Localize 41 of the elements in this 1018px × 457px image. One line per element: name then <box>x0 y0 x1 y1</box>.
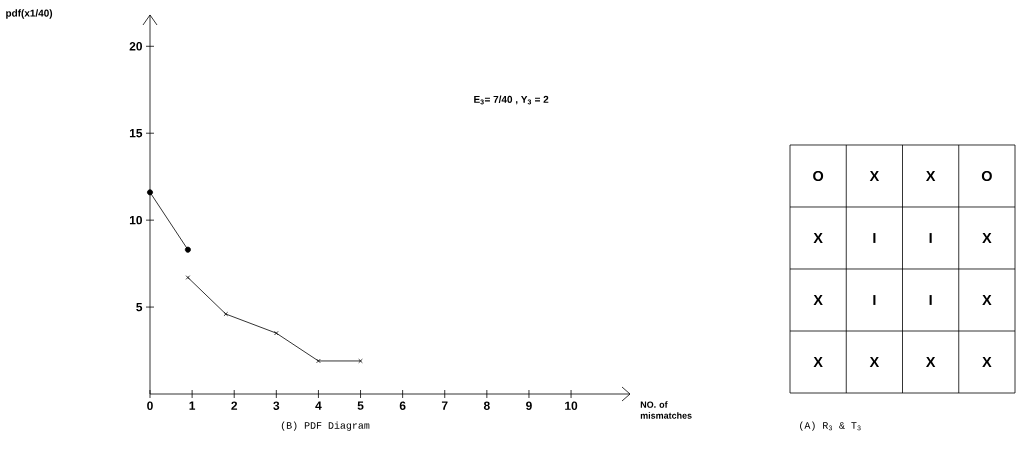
x-tick-label: 8 <box>483 401 490 410</box>
point <box>316 358 321 364</box>
x-tick-label: 6 <box>399 401 406 410</box>
text: X <box>813 357 823 367</box>
x-tick-label: 5 <box>357 401 364 410</box>
text: I <box>929 295 932 305</box>
text: I <box>873 233 876 243</box>
x-tick-label: 2 <box>231 401 238 410</box>
x-tick-label: 3 <box>273 401 280 410</box>
y-tick-label: 10 <box>129 215 142 225</box>
point <box>223 311 229 317</box>
x-tick-label: 7 <box>441 401 448 410</box>
text: I <box>873 295 876 305</box>
text: X <box>813 233 823 243</box>
text: O <box>981 170 992 182</box>
y-tick-label: 5 <box>136 302 143 312</box>
text: I <box>929 233 932 243</box>
y-tick-label: 15 <box>129 129 143 138</box>
point <box>274 330 279 336</box>
x-tick-label: 1 <box>189 401 196 410</box>
x-tick-label: 10 <box>565 401 578 410</box>
text: X <box>982 295 992 305</box>
point <box>184 246 191 253</box>
text: X <box>925 171 936 181</box>
text: X <box>925 357 936 367</box>
x-tick-label: 4 <box>315 401 322 410</box>
x-tick-label: 9 <box>526 401 532 410</box>
text: X <box>869 171 880 181</box>
annotation: E$_{3}$= 7/40 , Y$_{3}$ = 2 <box>474 95 549 105</box>
text: (A) R$_{3}$ & T$_{3}$ <box>800 421 861 431</box>
text: (B) PDF Diagram <box>281 421 370 431</box>
text: X <box>982 357 992 367</box>
point <box>147 189 153 196</box>
text: X <box>869 357 880 367</box>
text: O <box>813 170 824 182</box>
text: X <box>813 295 823 305</box>
x-axis-title: NO. of mismatches <box>640 401 692 419</box>
text: X <box>982 233 992 243</box>
y-tick-label: 20 <box>129 42 142 51</box>
x-tick-label: 0 <box>147 401 153 410</box>
y-axis-title: pdf(x1/40) <box>6 9 53 19</box>
